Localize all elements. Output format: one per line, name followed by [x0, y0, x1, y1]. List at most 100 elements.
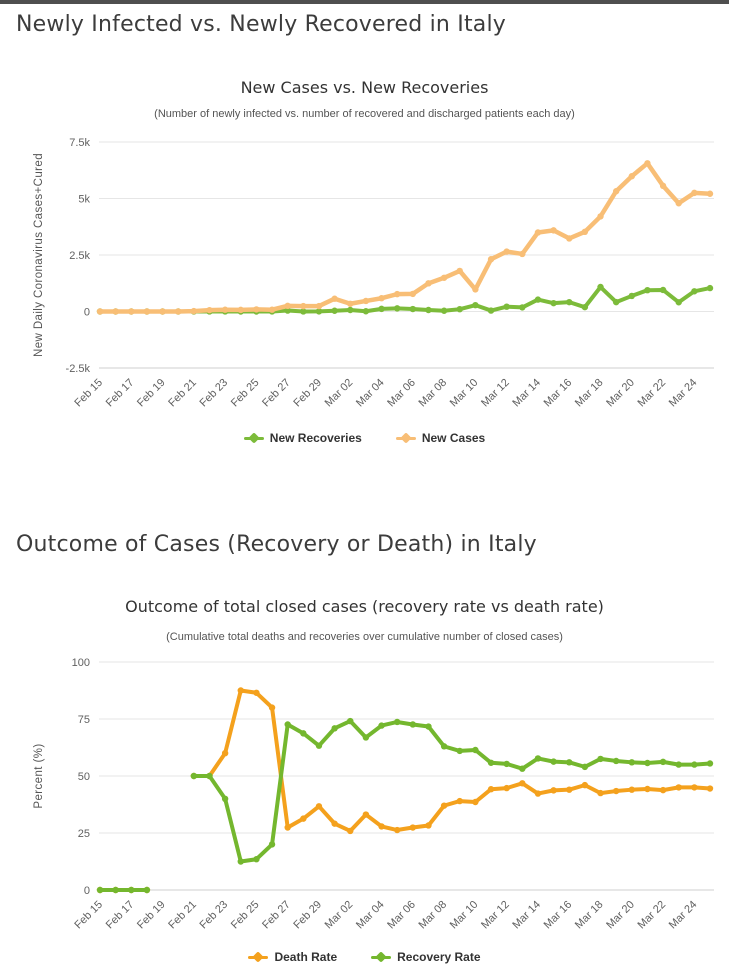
data-point-marker	[300, 730, 307, 737]
data-point-marker	[268, 841, 276, 848]
data-point-marker	[206, 306, 213, 314]
data-point-marker	[300, 308, 307, 315]
chart-title-new-cases-vs-recoveries: New Cases vs. New Recoveries	[240, 78, 489, 97]
data-point-marker	[503, 760, 510, 768]
data-point-marker	[644, 759, 651, 767]
data-point-marker	[96, 308, 104, 315]
data-point-marker	[675, 784, 682, 791]
y-tick-label: 50	[78, 771, 90, 783]
x-tick-label: Mar 16	[542, 899, 575, 932]
y-axis-title: New Daily Coronavirus Cases+Cured	[33, 153, 45, 357]
data-point-marker	[534, 790, 542, 797]
x-tick-label: Mar 04	[354, 377, 387, 410]
data-point-marker	[315, 302, 323, 310]
y-tick-label: 2.5k	[69, 250, 90, 262]
data-point-marker	[691, 761, 698, 768]
data-point-marker	[362, 297, 370, 305]
data-point-marker	[597, 213, 604, 220]
data-point-marker	[691, 189, 698, 197]
data-point-marker	[315, 742, 323, 749]
x-tick-label: Feb 15	[72, 899, 105, 932]
legend-item-death-rate[interactable]: Death Rate	[248, 950, 337, 964]
data-point-marker	[550, 227, 557, 234]
chart-subtitle-outcome-closed-cases: (Cumulative total deaths and recoveries …	[166, 631, 563, 643]
x-tick-label: Mar 20	[604, 377, 637, 410]
data-point-marker	[534, 229, 542, 236]
data-point-marker	[628, 786, 635, 793]
data-point-marker	[519, 780, 526, 787]
data-point-marker	[284, 302, 291, 310]
data-point-marker	[566, 298, 573, 306]
data-point-marker	[472, 746, 479, 754]
data-point-marker	[221, 750, 229, 757]
legend-new-cases-chart: New Recoveries New Cases	[0, 431, 729, 445]
data-point-marker	[440, 307, 448, 314]
data-point-marker	[706, 284, 714, 292]
data-point-marker	[675, 200, 682, 207]
data-point-marker	[284, 721, 291, 728]
data-point-marker	[378, 823, 385, 830]
data-point-marker	[472, 286, 479, 293]
legend-item-new-cases[interactable]: New Cases	[395, 431, 485, 445]
data-point-marker	[143, 886, 151, 894]
x-tick-label: Mar 24	[667, 899, 700, 932]
x-tick-label: Mar 10	[448, 377, 481, 410]
y-tick-label: 7.5k	[69, 137, 90, 149]
y-tick-label: 25	[78, 828, 90, 840]
data-point-marker	[644, 286, 651, 294]
data-point-marker	[378, 305, 385, 313]
series-new-cases[interactable]	[96, 160, 714, 315]
data-point-marker	[347, 306, 354, 314]
data-point-marker	[393, 826, 401, 834]
data-point-marker	[691, 784, 698, 791]
data-point-marker	[347, 300, 354, 307]
data-point-marker	[581, 228, 589, 236]
legend-item-recovery-rate[interactable]: Recovery Rate	[371, 950, 481, 964]
legend-label: Death Rate	[274, 950, 338, 964]
data-point-marker	[628, 173, 635, 180]
x-tick-label: Mar 14	[510, 899, 543, 932]
data-point-marker	[440, 802, 448, 809]
data-point-marker	[237, 858, 244, 865]
series-death-rate[interactable]	[96, 687, 714, 894]
x-tick-label: Mar 06	[385, 899, 418, 932]
x-tick-label: Feb 21	[166, 377, 199, 410]
data-point-marker	[268, 306, 276, 313]
y-axis-title: Percent (%)	[33, 743, 45, 808]
data-point-marker	[190, 772, 198, 780]
legend-item-new-recoveries[interactable]: New Recoveries	[243, 431, 362, 445]
data-point-marker	[628, 759, 635, 766]
data-point-marker	[597, 283, 604, 291]
data-point-marker	[190, 307, 198, 315]
data-point-marker	[331, 725, 338, 732]
x-tick-label: Mar 22	[635, 377, 668, 410]
data-point-marker	[409, 305, 417, 313]
x-tick-label: Mar 18	[573, 377, 606, 410]
data-point-marker	[440, 743, 448, 750]
data-point-marker	[206, 772, 213, 780]
data-point-marker	[503, 303, 510, 310]
x-tick-label: Mar 12	[479, 899, 512, 932]
data-point-marker	[425, 306, 432, 314]
top-divider-bar	[0, 0, 729, 4]
data-point-marker	[566, 235, 573, 242]
x-tick-label: Feb 17	[104, 899, 137, 932]
data-point-marker	[315, 803, 323, 810]
series-recovery-rate[interactable]	[96, 717, 714, 894]
data-point-marker	[456, 797, 463, 805]
data-point-marker	[581, 303, 589, 311]
x-tick-label: Mar 08	[417, 377, 450, 410]
data-point-marker	[534, 296, 542, 303]
data-point-marker	[362, 811, 370, 818]
data-point-marker	[612, 787, 620, 795]
y-tick-label: 0	[84, 885, 90, 897]
death-rate-legend-marker-icon	[248, 951, 269, 963]
data-point-marker	[347, 717, 354, 725]
y-tick-label: 100	[72, 657, 90, 669]
data-point-marker	[597, 789, 604, 797]
data-point-marker	[519, 765, 526, 772]
x-tick-label: Mar 02	[323, 377, 356, 410]
data-point-marker	[175, 308, 182, 315]
data-point-marker	[581, 763, 589, 771]
